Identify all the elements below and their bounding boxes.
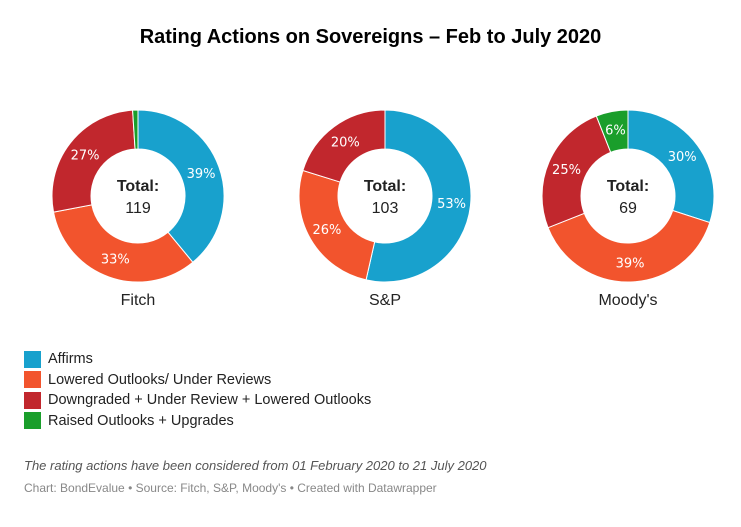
agency-label: Moody's bbox=[598, 292, 657, 309]
legend-label: Lowered Outlooks/ Under Reviews bbox=[48, 371, 272, 388]
legend-label: Affirms bbox=[48, 351, 93, 368]
chart-credit: Chart: BondEvalue • Source: Fitch, S&P, … bbox=[24, 481, 437, 495]
slice-label: 20% bbox=[331, 136, 360, 151]
legend-swatch bbox=[24, 350, 41, 368]
slice-label: 53% bbox=[437, 197, 466, 212]
total-value: 103 bbox=[372, 200, 399, 217]
donut-2: 30% 39% 25% 6% Total: 69 Moody's bbox=[541, 109, 715, 309]
legend-swatch bbox=[24, 391, 41, 409]
legend-swatch bbox=[24, 371, 41, 389]
total-label: Total: bbox=[607, 178, 649, 195]
slice-label: 30% bbox=[668, 150, 697, 165]
total-value: 119 bbox=[125, 200, 151, 217]
slice-label: 39% bbox=[187, 167, 216, 182]
donut-slice bbox=[52, 204, 194, 283]
donut-1: 53% 26% 20% Total: 103 S&P bbox=[298, 109, 472, 309]
slice-label: 33% bbox=[101, 253, 130, 268]
legend-item-downgraded: Downgraded + Under Review + Lowered Outl… bbox=[24, 390, 371, 411]
donut-slice bbox=[302, 109, 386, 183]
slice-label: 26% bbox=[313, 223, 342, 238]
donut-slice bbox=[132, 109, 139, 150]
legend-swatch bbox=[24, 412, 41, 430]
donut-slice bbox=[547, 209, 711, 283]
total-label: Total: bbox=[364, 178, 406, 195]
donut-slice bbox=[137, 109, 225, 263]
legend-item-raised-outlooks: Raised Outlooks + Upgrades bbox=[24, 411, 371, 432]
donut-slice bbox=[51, 109, 136, 213]
donut-slice bbox=[627, 109, 715, 224]
donut-slice bbox=[595, 109, 629, 153]
legend-item-lowered-outlooks: Lowered Outlooks/ Under Reviews bbox=[24, 370, 371, 391]
legend-label: Raised Outlooks + Upgrades bbox=[48, 412, 234, 429]
legend-item-affirms: Affirms bbox=[24, 349, 371, 370]
total-value: 69 bbox=[619, 200, 637, 217]
slice-label: 6% bbox=[605, 124, 626, 139]
slice-label: 25% bbox=[552, 163, 581, 178]
chart-title: Rating Actions on Sovereigns – Feb to Ju… bbox=[139, 26, 602, 48]
agency-label: S&P bbox=[369, 292, 401, 309]
agency-label: Fitch bbox=[121, 292, 156, 309]
donut-slice bbox=[541, 115, 612, 229]
legend: Affirms Lowered Outlooks/ Under Reviews … bbox=[24, 349, 371, 431]
legend-label: Downgraded + Under Review + Lowered Outl… bbox=[48, 392, 372, 409]
total-label: Total: bbox=[117, 178, 159, 195]
slice-label: 39% bbox=[616, 256, 645, 271]
donut-slice bbox=[298, 169, 376, 281]
chart-note: The rating actions have been considered … bbox=[24, 458, 487, 473]
donut-0: 39% 33% 27% Total: 119 Fitch bbox=[51, 109, 225, 309]
slice-label: 27% bbox=[71, 148, 100, 163]
donut-slice bbox=[365, 109, 472, 283]
